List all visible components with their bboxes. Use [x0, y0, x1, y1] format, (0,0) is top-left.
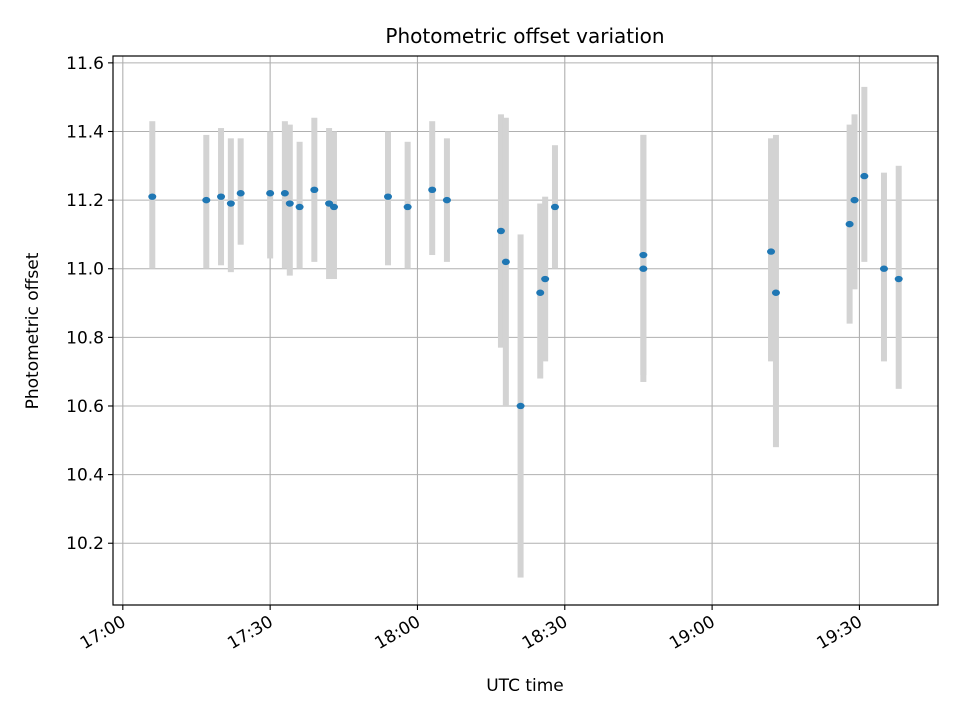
data-point [428, 186, 437, 194]
errorbar-layer [149, 86, 902, 578]
y-tick-label: 10.8 [66, 328, 104, 348]
x-axis: 17:00 17:30 18:00 18:30 19:00 19:30 [77, 605, 866, 654]
y-tick-label: 11.6 [66, 54, 104, 74]
data-point [226, 200, 235, 207]
x-tick-label: 17:30 [224, 612, 276, 654]
marker-layer [148, 172, 903, 410]
x-tick-label: 18:00 [372, 612, 424, 654]
plot-frame [112, 55, 939, 606]
x-tick-label: 18:30 [519, 612, 571, 654]
data-point [148, 193, 157, 200]
data-point [403, 203, 412, 211]
data-point [845, 220, 854, 228]
data-point [496, 227, 505, 235]
data-point [550, 203, 559, 211]
data-point [285, 200, 294, 207]
data-point [639, 251, 648, 259]
data-point [879, 265, 888, 272]
data-point [202, 196, 211, 204]
y-tick-label: 11.2 [66, 191, 104, 211]
x-tick-label: 19:00 [666, 612, 718, 654]
y-axis-title: Photometric offset [23, 252, 43, 409]
data-point [217, 193, 226, 200]
y-tick-label: 10.4 [66, 466, 104, 486]
chart-title: Photometric offset variation [385, 24, 664, 48]
data-point [442, 196, 451, 204]
data-point [860, 172, 869, 180]
data-point [767, 248, 776, 255]
data-point [501, 258, 510, 266]
x-axis-title: UTC time [486, 676, 564, 696]
data-point [850, 196, 859, 204]
y-tick-label: 11.4 [66, 122, 104, 142]
error-bar [286, 124, 293, 276]
data-point [280, 190, 289, 197]
x-tick-label: 19:30 [813, 612, 865, 654]
y-axis: 10.2 10.4 10.6 10.8 11.0 11.2 11.4 11.6 [66, 54, 113, 554]
x-tick-label: 17:00 [77, 612, 129, 654]
y-tick-label: 10.2 [66, 534, 104, 554]
data-point [310, 186, 319, 194]
y-tick-label: 11.0 [66, 260, 104, 280]
data-point [516, 402, 525, 410]
data-point [541, 275, 550, 283]
data-point [894, 275, 903, 283]
data-point [771, 289, 780, 296]
data-point [536, 289, 545, 296]
y-tick-label: 10.6 [66, 397, 104, 417]
data-point [295, 203, 304, 211]
data-point [639, 265, 648, 272]
data-point [236, 190, 245, 197]
data-point [266, 190, 275, 197]
grid-layer [113, 56, 938, 605]
data-point [384, 193, 392, 200]
data-point [329, 203, 338, 211]
